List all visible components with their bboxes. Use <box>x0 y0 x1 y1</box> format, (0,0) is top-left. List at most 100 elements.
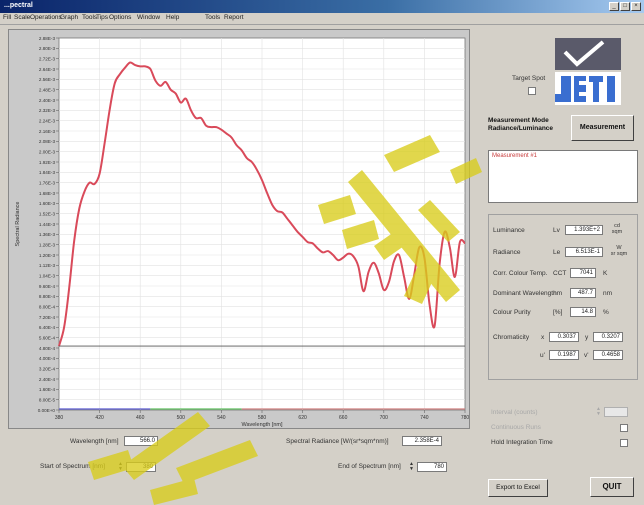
quit-button[interactable]: QUIT <box>590 477 634 497</box>
y-tick-label: 1.36E-3 <box>39 232 56 237</box>
x-tick-label: 780 <box>461 415 469 421</box>
y-tick-label: 4.80E-4 <box>39 346 56 351</box>
y-tick-label: 2.08E-3 <box>39 139 56 144</box>
start-spectrum-label: Start of Spectrum [nm] <box>40 463 106 470</box>
radiance-label: Radiance <box>493 249 521 256</box>
menu-item-graph[interactable]: Graph <box>60 14 79 21</box>
export-to-excel-button[interactable]: Export to Excel <box>488 479 548 497</box>
start-spinner[interactable]: ▲ ▼ <box>118 461 123 472</box>
jeti-logo <box>555 38 621 105</box>
y-tick-label: 2.32E-3 <box>39 108 56 113</box>
menu-bar: Fill Scale Operations Graph Tools Tips O… <box>0 13 644 25</box>
y-tick-label: 6.40E-4 <box>39 325 56 330</box>
results-group: Luminance Lv 1.393E+2 cd sqm Radiance Le … <box>488 214 638 380</box>
y-tick-label: 2.64E-3 <box>39 67 56 72</box>
right-panel: Target Spot Measurement Mode Radiance/Lu… <box>474 29 638 499</box>
y-tick-label: 9.60E-4 <box>39 284 56 289</box>
x-tick-label: 460 <box>136 415 145 421</box>
continuous-runs-label: Continuous Runs <box>491 424 541 431</box>
y-tick-label: 8.00E-5 <box>39 397 56 402</box>
end-spectrum-input[interactable]: 780 <box>417 462 447 472</box>
x-tick-label: 660 <box>339 415 348 421</box>
x-tick-label: 380 <box>55 415 64 421</box>
x-tick-label: 540 <box>217 415 226 421</box>
y-tick-label: 1.92E-3 <box>39 160 56 165</box>
x-tick-label: 740 <box>420 415 429 421</box>
radiance-label: Spectral Radiance [W/(sr*sqm*nm)] <box>286 438 389 445</box>
colour-purity-value: 14.8 <box>570 307 596 317</box>
title-bar: ...pectral _ □ × <box>0 0 644 13</box>
y-tick-label: 1.68E-3 <box>39 191 56 196</box>
y-tick-label: 1.04E-3 <box>39 273 56 278</box>
interval-spinner[interactable]: ▲ ▼ <box>596 406 601 417</box>
y-tick-label: 1.20E-3 <box>39 253 56 258</box>
wavelength-value[interactable]: 566.0 <box>124 436 158 446</box>
dominant-wavelength-label: Dominant Wavelength <box>493 290 557 297</box>
x-tick-label: 420 <box>95 415 104 421</box>
radiance-value[interactable]: 2.358E-4 <box>402 436 442 446</box>
cct-symbol: CCT <box>553 270 567 277</box>
wavelength-label: Wavelength [nm] <box>70 438 119 445</box>
start-spectrum-input[interactable]: 380 <box>126 462 156 472</box>
y-tick-label: 3.20E-4 <box>39 366 56 371</box>
colour-purity-symbol: [%] <box>553 309 563 316</box>
y-tick-label: 1.44E-3 <box>39 222 56 227</box>
chroma-u-symbol: u' <box>540 352 545 359</box>
target-spot-checkbox[interactable] <box>528 87 536 95</box>
message-text: Measurement #1 <box>492 153 538 159</box>
measurement-mode-value: Radiance/Luminance <box>488 125 554 132</box>
chroma-y-symbol: y <box>585 334 589 341</box>
y-tick-label: 7.20E-4 <box>39 315 56 320</box>
chroma-x-value: 0.3037 <box>549 332 579 342</box>
y-tick-label: 1.76E-3 <box>39 180 56 185</box>
luminance-unit: cd sqm <box>611 223 623 235</box>
menu-item-operations[interactable]: Operations <box>30 14 62 21</box>
end-spinner[interactable]: ▲ ▼ <box>409 461 414 472</box>
dominant-wavelength-value: 487.7 <box>570 288 596 298</box>
menu-item-options[interactable]: Options <box>109 14 132 21</box>
end-spectrum-label: End of Spectrum [nm] <box>338 463 401 470</box>
y-tick-label: 1.84E-3 <box>39 170 56 175</box>
menu-item-tools-2[interactable]: Tools <box>205 14 221 21</box>
message-box[interactable]: Measurement #1 <box>488 150 638 203</box>
radiance-value: 6.513E-1 <box>565 247 603 257</box>
y-tick-label: 2.16E-3 <box>39 129 56 134</box>
window-title: ...pectral <box>4 2 33 9</box>
x-axis-label: Wavelength [nm] <box>241 422 283 428</box>
close-button[interactable]: × <box>631 2 641 11</box>
menu-item-report[interactable]: Report <box>224 14 244 21</box>
chroma-v-symbol: v' <box>584 352 589 359</box>
menu-item-tools[interactable]: Tools <box>82 14 98 21</box>
spectrum-chart[interactable]: 2.88E-3 2.80E-3 2.72E-3 2.64E-3 2.56E-3 2.48E… <box>9 30 469 428</box>
chromaticity-label: Chromaticity <box>493 334 530 341</box>
y-tick-label: 8.00E-4 <box>39 304 56 309</box>
y-tick-label: 4.00E-4 <box>39 356 56 361</box>
x-tick-label: 700 <box>380 415 389 421</box>
y-tick-label: 2.48E-3 <box>39 87 56 92</box>
continuous-runs-checkbox[interactable] <box>620 424 628 432</box>
measurement-button[interactable]: Measurement <box>571 115 634 141</box>
y-tick-label: 2.24E-3 <box>39 118 56 123</box>
spectrum-plot-panel: 2.88E-3 2.80E-3 2.72E-3 2.64E-3 2.56E-3 2.48E… <box>8 29 470 429</box>
luminance-value: 1.393E+2 <box>565 225 603 235</box>
interval-input[interactable] <box>604 407 628 417</box>
minimize-button[interactable]: _ <box>609 2 619 11</box>
menu-item-help[interactable]: Help <box>166 14 180 21</box>
y-tick-label: 2.72E-3 <box>39 56 56 61</box>
target-spot-label: Target Spot <box>512 75 546 82</box>
maximize-button[interactable]: □ <box>620 2 630 11</box>
y-tick-label: 8.80E-4 <box>39 294 56 299</box>
y-tick-label: 1.28E-3 <box>39 242 56 247</box>
cct-value: 7041 <box>570 268 596 278</box>
y-tick-label: 1.60E-4 <box>39 387 56 392</box>
menu-item-fill[interactable]: Fill <box>3 14 12 21</box>
y-tick-label: 2.00E-3 <box>39 149 56 154</box>
menu-item-tips[interactable]: Tips <box>96 14 109 21</box>
interval-label: Interval (counts) <box>491 409 538 416</box>
menu-item-window[interactable]: Window <box>137 14 161 21</box>
hold-integration-checkbox[interactable] <box>620 439 628 447</box>
colour-purity-label: Colour Purity <box>493 309 531 316</box>
menu-item-scale[interactable]: Scale <box>14 14 31 21</box>
y-tick-label: 2.80E-3 <box>39 46 56 51</box>
